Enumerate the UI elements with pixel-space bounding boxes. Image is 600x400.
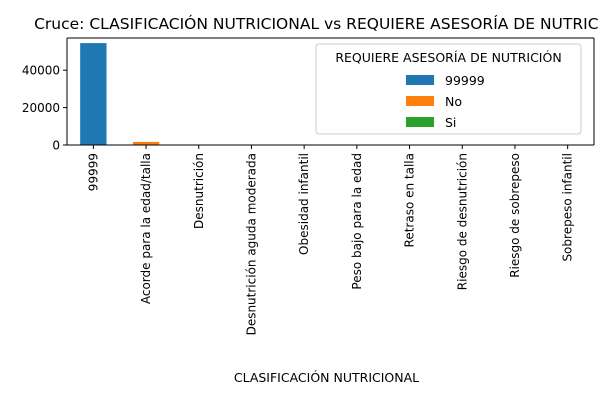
x-tick-label-6: Retraso en talla bbox=[403, 153, 417, 247]
y-tick-label-0: 0 bbox=[52, 139, 60, 153]
legend-title: REQUIERE ASESORÍA DE NUTRICIÓN bbox=[335, 50, 561, 65]
y-tick-label-2: 40000 bbox=[22, 64, 60, 78]
legend-label-no: No bbox=[445, 94, 462, 109]
x-tick-label-7: Riesgo de desnutrición bbox=[455, 153, 469, 290]
x-tick-label-8: Riesgo de sobrepeso bbox=[508, 153, 522, 278]
legend: REQUIERE ASESORÍA DE NUTRICIÓN 99999 No Si bbox=[315, 43, 582, 135]
x-tick-label-4: Obesidad infantil bbox=[297, 153, 311, 255]
legend-label-99999: 99999 bbox=[445, 73, 485, 88]
y-ticks-group: 0 20000 40000 bbox=[22, 64, 67, 153]
x-tick-label-3: Desnutrición aguda moderada bbox=[244, 153, 258, 335]
x-tick-label-1: Acorde para la edad/talla bbox=[139, 153, 153, 304]
bar-no-1 bbox=[132, 142, 160, 145]
chart-title: Cruce: CLASIFICACIÓN NUTRICIONAL vs REQU… bbox=[34, 14, 600, 33]
legend-label-si: Si bbox=[445, 115, 456, 130]
x-tick-label-0: 99999 bbox=[86, 153, 100, 191]
x-axis-label: CLASIFICACIÓN NUTRICIONAL bbox=[234, 370, 419, 385]
x-tick-label-9: Sobrepeso infantil bbox=[561, 153, 575, 262]
legend-swatch-99999 bbox=[406, 75, 434, 85]
bar-99999-0 bbox=[80, 43, 107, 145]
x-ticks-group: 99999 Acorde para la edad/talla Desnutrici… bbox=[86, 145, 575, 335]
x-tick-label-5: Peso bajo para la edad bbox=[350, 153, 364, 290]
legend-frame bbox=[315, 43, 582, 135]
legend-swatch-si bbox=[406, 117, 434, 127]
bars-group bbox=[80, 43, 581, 145]
y-tick-label-1: 20000 bbox=[22, 101, 60, 115]
x-tick-label-2: Desnutrición bbox=[192, 153, 206, 229]
legend-swatch-no bbox=[406, 96, 434, 106]
axes-group bbox=[66, 37, 595, 146]
